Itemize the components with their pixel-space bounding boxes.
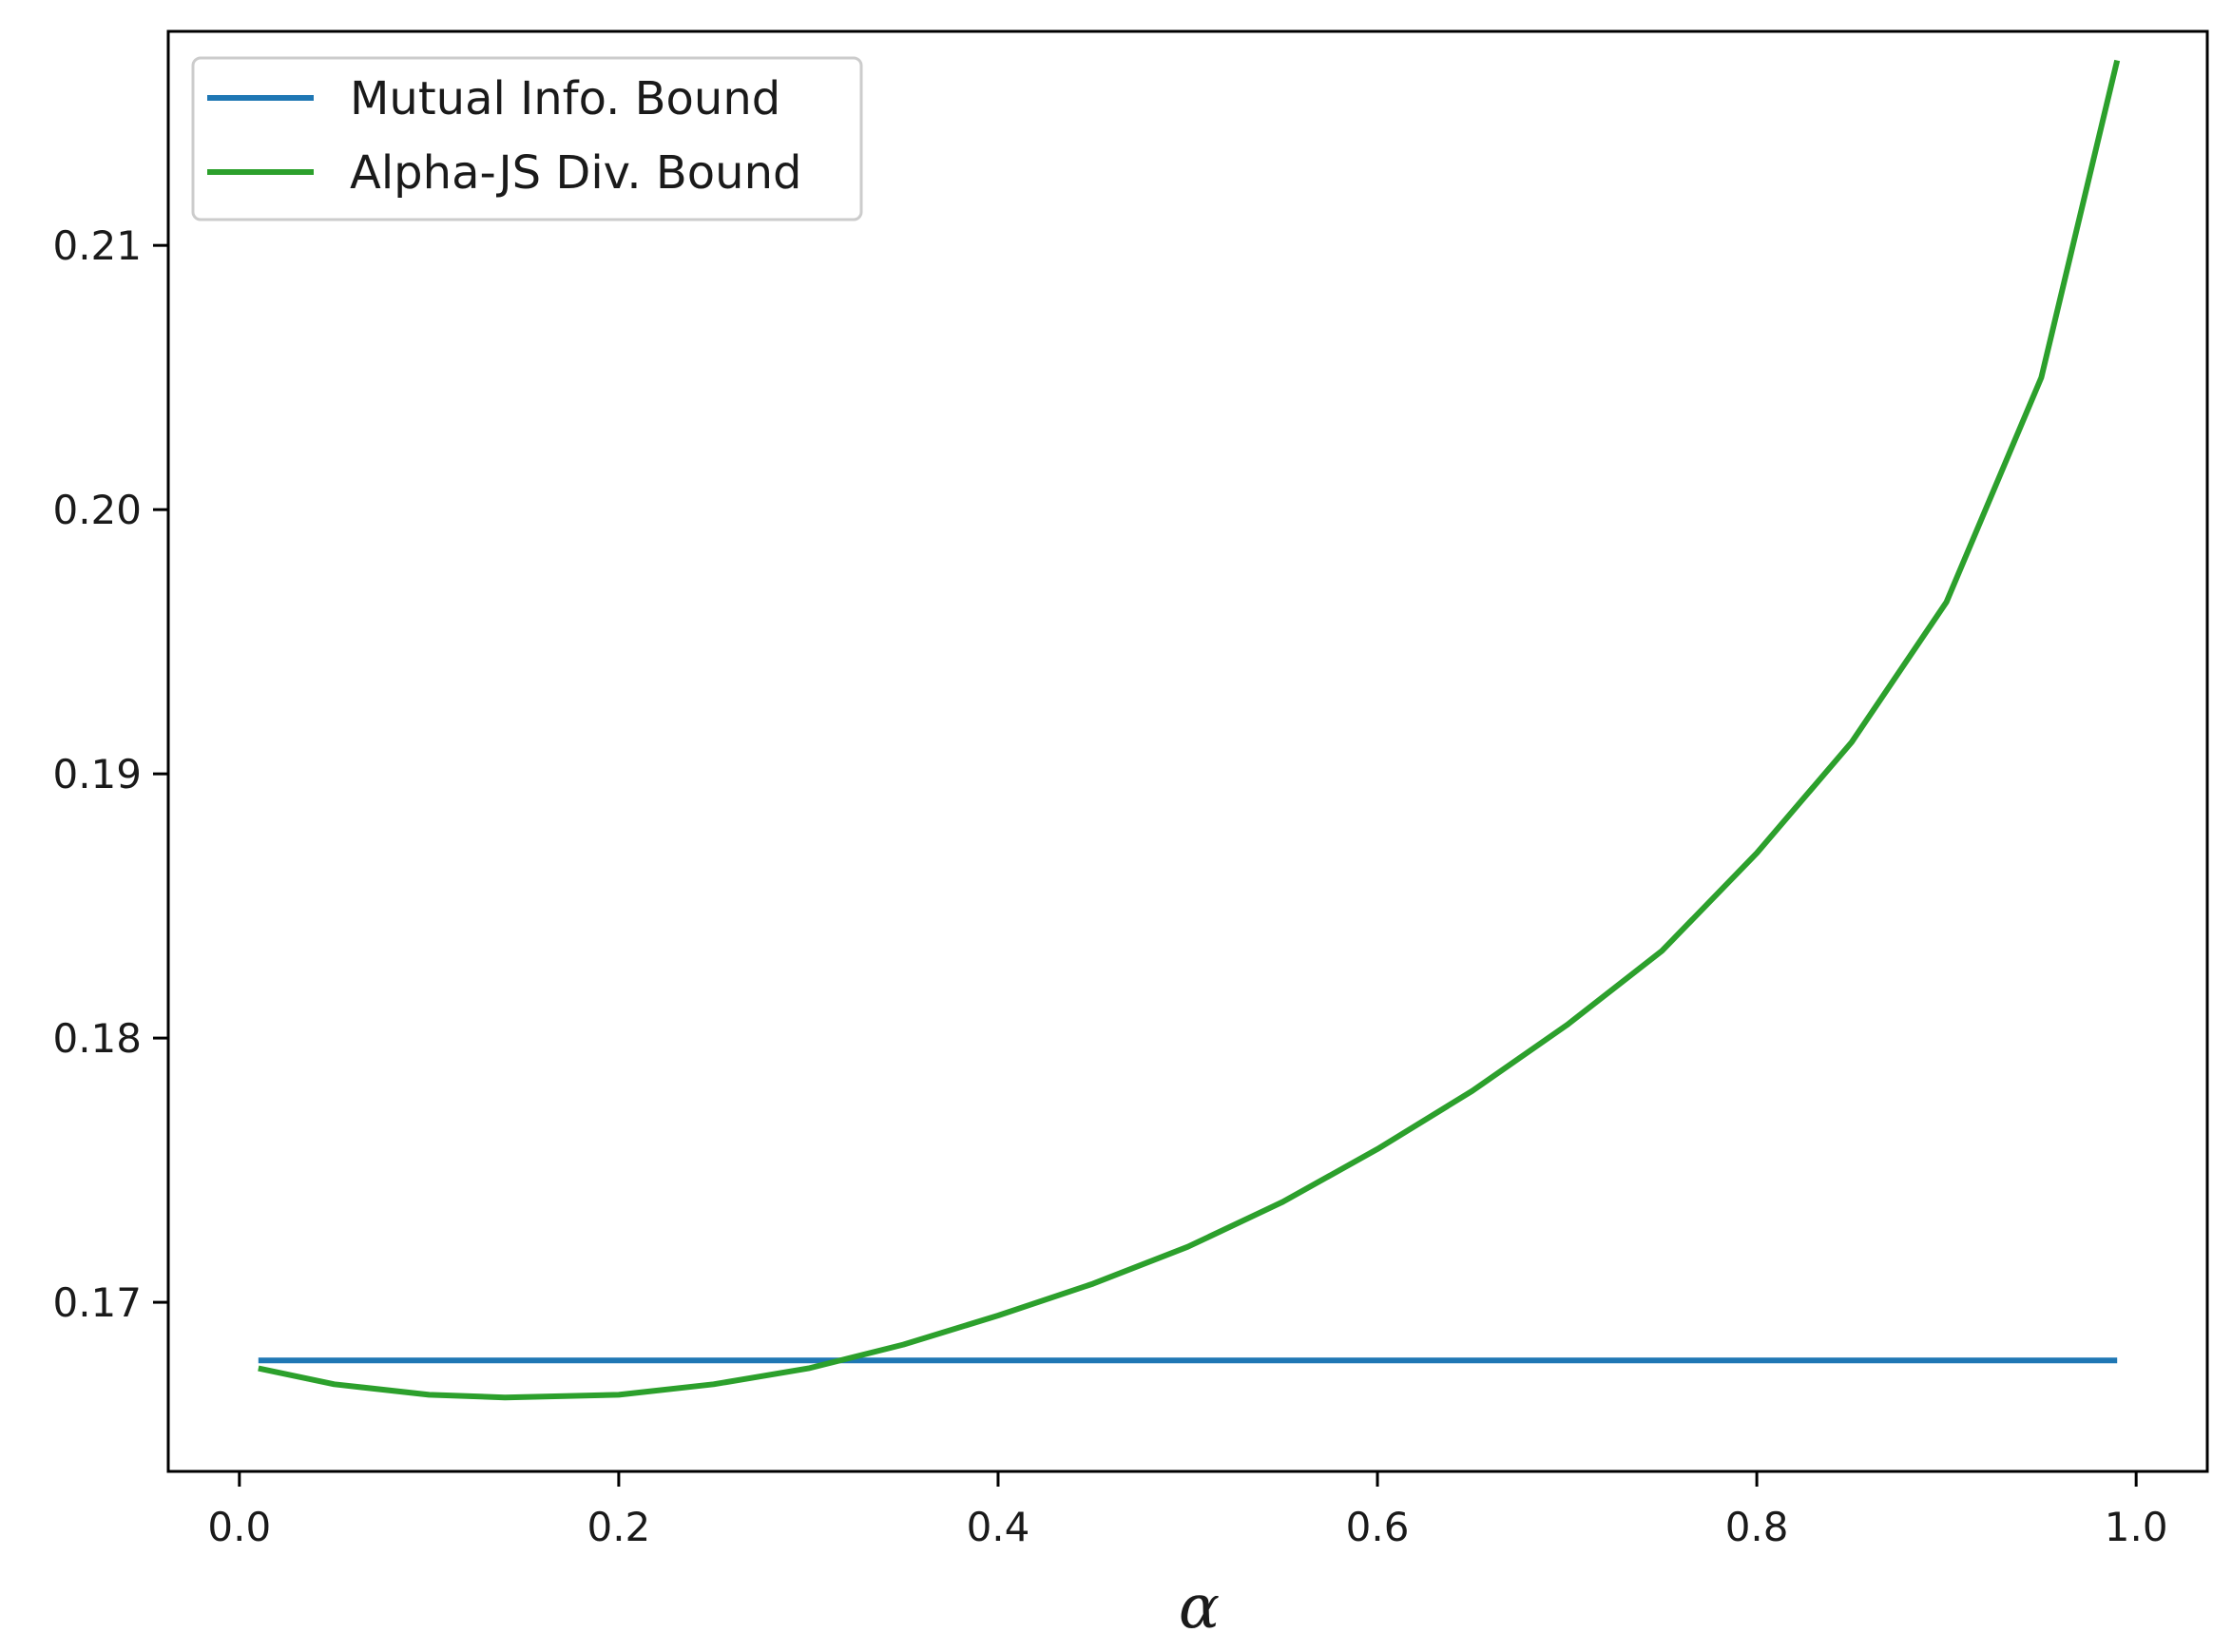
series-layer (258, 59, 2121, 1401)
x-tick-label: 1.0 (2105, 1504, 2168, 1550)
legend-label-1: Mutual Info. Bound (350, 72, 780, 125)
y-axis: 0.17 0.18 0.19 0.20 0.21 (52, 222, 168, 1326)
legend-label-2: Alpha-JS Div. Bound (350, 146, 801, 200)
y-tick-label: 0.17 (52, 1279, 142, 1326)
x-tick-label: 0.8 (1725, 1504, 1789, 1550)
series-line-2 (258, 59, 2121, 1401)
y-tick-label: 0.19 (52, 751, 142, 797)
x-axis-label: α (1179, 1572, 1220, 1642)
y-tick-label: 0.18 (52, 1015, 142, 1062)
legend: Mutual Info. Bound Alpha-JS Div. Bound (191, 56, 863, 221)
x-tick-label: 0.0 (207, 1504, 271, 1550)
x-tick-label: 0.2 (587, 1504, 650, 1550)
x-tick-label: 0.6 (1346, 1504, 1410, 1550)
y-tick-label: 0.20 (52, 487, 142, 533)
plot-area-frame (166, 29, 2209, 1473)
x-tick-label: 0.4 (967, 1504, 1030, 1550)
y-tick-label: 0.21 (52, 222, 142, 269)
x-axis: 0.0 0.2 0.4 0.6 0.8 1.0 (207, 1471, 2168, 1550)
legend-box (191, 56, 863, 221)
